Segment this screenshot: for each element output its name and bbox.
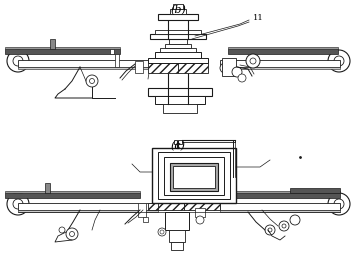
Bar bbox=[173, 166, 215, 188]
Circle shape bbox=[223, 66, 227, 70]
Bar bbox=[152, 203, 184, 210]
Circle shape bbox=[7, 193, 29, 215]
Bar bbox=[220, 193, 340, 198]
Bar bbox=[220, 67, 340, 69]
Circle shape bbox=[7, 50, 29, 72]
Circle shape bbox=[290, 215, 300, 225]
Bar bbox=[195, 208, 205, 217]
Bar bbox=[174, 140, 182, 144]
Bar bbox=[160, 48, 196, 52]
Bar bbox=[170, 163, 218, 191]
Bar bbox=[150, 34, 206, 39]
Bar bbox=[138, 203, 146, 217]
Bar bbox=[152, 148, 236, 203]
Circle shape bbox=[246, 54, 260, 68]
Text: 11: 11 bbox=[253, 14, 264, 22]
Circle shape bbox=[334, 199, 344, 209]
Bar bbox=[178, 63, 208, 73]
Circle shape bbox=[160, 230, 164, 234]
Circle shape bbox=[59, 227, 65, 233]
Circle shape bbox=[232, 67, 242, 77]
Bar bbox=[171, 242, 183, 250]
Bar bbox=[164, 157, 224, 195]
Bar bbox=[155, 52, 201, 58]
Bar bbox=[148, 203, 158, 210]
Bar bbox=[50, 39, 55, 49]
Circle shape bbox=[282, 224, 286, 228]
Bar bbox=[5, 191, 140, 193]
Circle shape bbox=[13, 56, 23, 66]
Bar bbox=[222, 58, 236, 76]
Circle shape bbox=[328, 50, 350, 72]
Text: (b): (b) bbox=[170, 5, 186, 15]
Circle shape bbox=[158, 228, 166, 236]
Circle shape bbox=[66, 228, 78, 240]
Circle shape bbox=[250, 58, 256, 64]
Bar bbox=[110, 49, 114, 54]
Bar bbox=[290, 188, 340, 193]
Bar bbox=[165, 44, 191, 48]
Bar bbox=[170, 9, 186, 14]
Circle shape bbox=[268, 228, 272, 232]
Bar bbox=[228, 49, 338, 54]
Bar bbox=[228, 47, 338, 49]
Circle shape bbox=[70, 231, 75, 236]
Bar bbox=[184, 203, 220, 210]
Bar bbox=[220, 60, 340, 67]
Bar bbox=[155, 96, 205, 104]
Circle shape bbox=[238, 74, 246, 82]
Circle shape bbox=[86, 75, 98, 87]
Bar bbox=[155, 30, 201, 34]
Bar bbox=[165, 212, 189, 230]
Circle shape bbox=[279, 221, 289, 231]
Bar bbox=[220, 203, 340, 210]
Bar bbox=[173, 4, 183, 9]
Bar bbox=[169, 230, 185, 242]
Bar bbox=[18, 67, 150, 69]
Circle shape bbox=[334, 56, 344, 66]
Circle shape bbox=[220, 63, 230, 73]
Bar bbox=[5, 193, 140, 198]
Bar bbox=[220, 191, 340, 193]
Bar bbox=[158, 152, 230, 199]
Bar bbox=[220, 210, 340, 212]
Circle shape bbox=[265, 225, 275, 235]
Bar bbox=[158, 14, 198, 20]
Circle shape bbox=[13, 199, 23, 209]
Bar bbox=[148, 63, 178, 73]
Bar bbox=[5, 47, 120, 49]
Bar bbox=[115, 54, 119, 67]
Bar bbox=[169, 39, 187, 44]
Text: (c): (c) bbox=[171, 141, 186, 151]
Bar bbox=[45, 183, 50, 193]
Circle shape bbox=[328, 193, 350, 215]
Bar bbox=[18, 203, 158, 210]
Circle shape bbox=[196, 216, 204, 224]
Bar bbox=[18, 210, 158, 212]
Bar bbox=[148, 58, 208, 63]
Circle shape bbox=[90, 79, 95, 84]
Bar bbox=[18, 60, 150, 67]
Bar bbox=[135, 61, 143, 73]
Bar bbox=[143, 217, 148, 222]
Bar bbox=[148, 88, 212, 96]
Bar bbox=[163, 104, 197, 113]
Bar bbox=[5, 49, 120, 54]
